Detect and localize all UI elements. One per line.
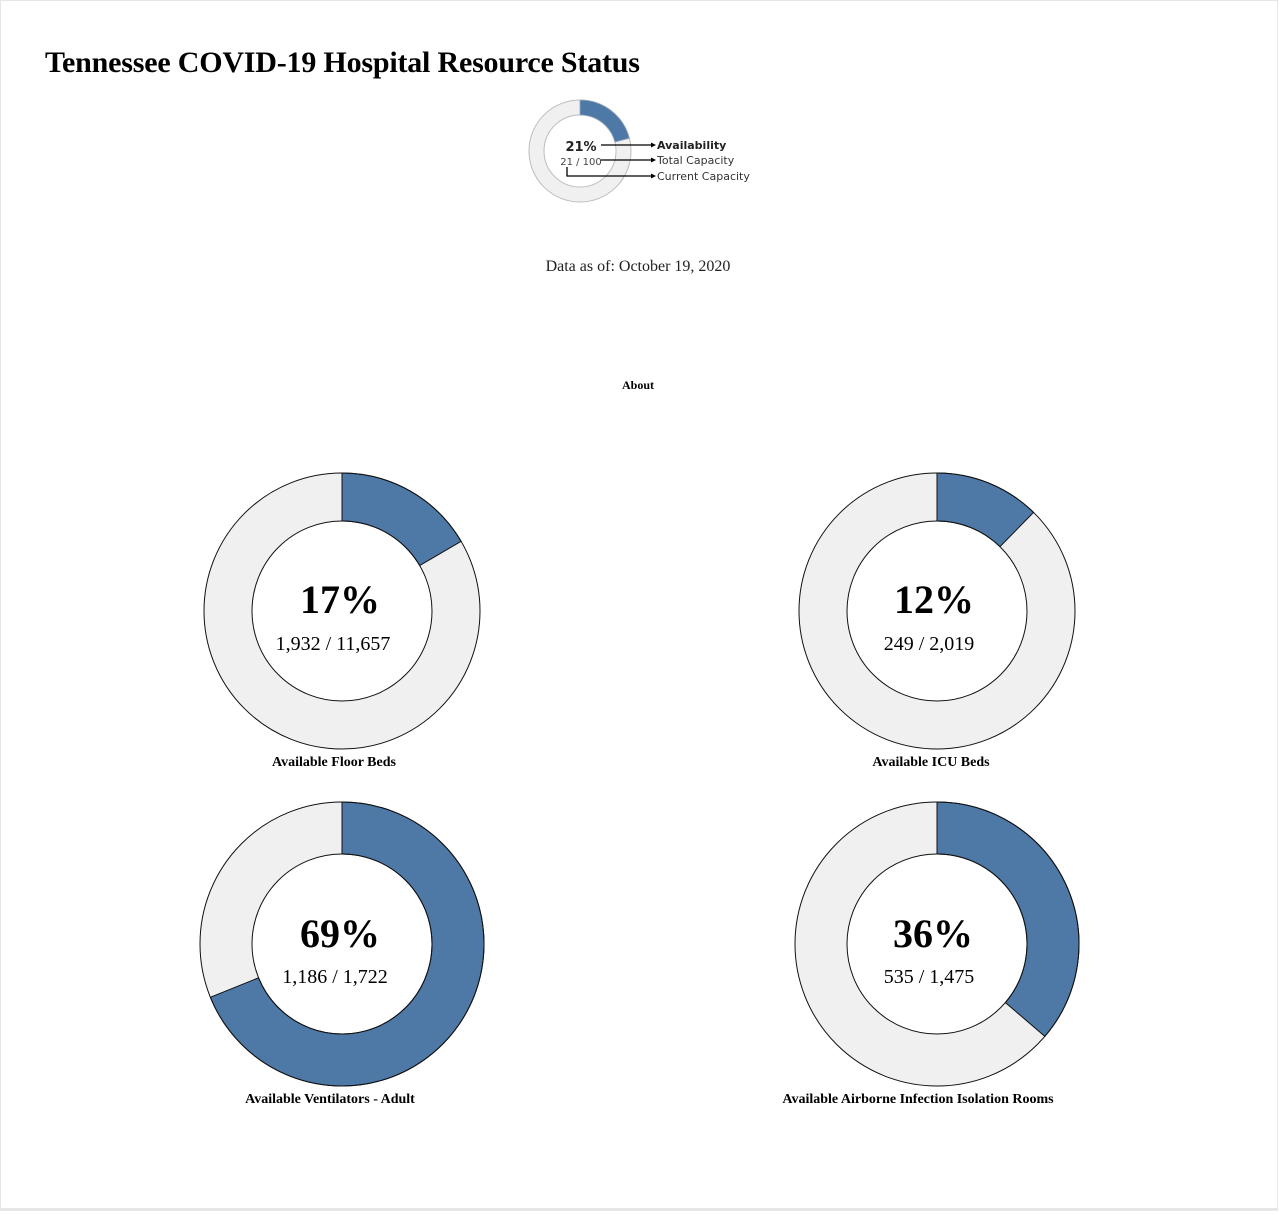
legend-percent: 21% bbox=[565, 140, 596, 155]
legend-fraction: 21 / 100 bbox=[560, 157, 602, 168]
about-link[interactable]: About bbox=[621, 378, 654, 392]
legend-label-availability: Availability bbox=[657, 139, 726, 152]
legend-label-total: Total Capacity bbox=[656, 154, 735, 167]
legend-availability-slice bbox=[579, 99, 630, 143]
legend-arrows bbox=[566, 142, 656, 179]
legend-example: 21% 21 / 100 Availability Total Capacity… bbox=[528, 99, 750, 203]
legend-label-current: Current Capacity bbox=[657, 170, 750, 183]
data-as-of: Data as of: October 19, 2020 bbox=[545, 258, 731, 275]
page-title: Tennessee COVID-19 Hospital Resource Sta… bbox=[45, 46, 640, 79]
